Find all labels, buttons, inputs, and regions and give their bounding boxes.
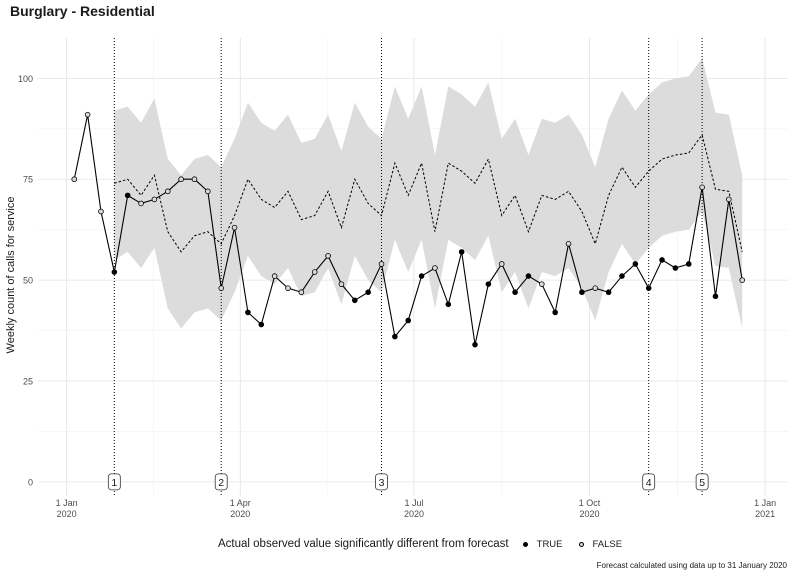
- actual-point: [351, 297, 358, 304]
- x-tick-label: 1 Jan: [754, 498, 776, 508]
- actual-point: [378, 261, 385, 267]
- legend-item-false: FALSE: [575, 537, 623, 551]
- event-label-box: [695, 473, 709, 491]
- legend-marker-true: [523, 541, 529, 547]
- actual-point: [712, 293, 719, 300]
- actual-point: [645, 285, 652, 291]
- x-tick-year-label: 2020: [230, 509, 250, 519]
- legend-item-true: TRUE: [519, 537, 563, 551]
- actual-point: [445, 301, 452, 308]
- actual-points: [71, 111, 745, 348]
- actual-point: [592, 285, 599, 291]
- actual-point: [659, 257, 665, 263]
- actual-point: [726, 196, 732, 203]
- actual-point: [84, 111, 91, 118]
- actual-point: [71, 176, 78, 183]
- actual-point: [485, 281, 492, 287]
- grid-lines: [38, 38, 788, 496]
- actual-point: [739, 277, 745, 283]
- actual-point: [619, 273, 625, 279]
- x-tick-year-label: 2020: [57, 509, 77, 519]
- event-label-box: [107, 473, 121, 491]
- x-tick-year-label: 2021: [755, 509, 775, 519]
- actual-point: [325, 253, 331, 259]
- y-tick-label: 100: [18, 74, 33, 84]
- x-tick-label: 1 Jul: [404, 498, 423, 508]
- actual-point: [672, 265, 679, 271]
- caption: Forecast calculated using data up to 31 …: [596, 561, 787, 570]
- actual-point: [512, 289, 518, 296]
- actual-point: [685, 261, 692, 267]
- chart-title: Burglary - Residential: [10, 3, 155, 19]
- actual-point: [231, 224, 238, 231]
- legend: Actual observed value significantly diff…: [218, 536, 634, 552]
- actual-point: [191, 176, 198, 183]
- y-tick-label: 50: [23, 276, 33, 286]
- x-tick-label: 1 Oct: [579, 498, 601, 508]
- actual-point: [432, 265, 438, 271]
- actual-point: [178, 176, 184, 183]
- y-tick-labels: 0 25 50 75 100: [18, 74, 33, 488]
- actual-point: [271, 273, 278, 279]
- actual-point: [245, 309, 251, 316]
- legend-key-false: [575, 537, 589, 551]
- x-tick-label: 1 Jan: [56, 498, 78, 508]
- actual-point: [98, 208, 104, 215]
- forecast-line: [114, 133, 743, 253]
- actual-point: [285, 285, 291, 291]
- actual-point: [111, 269, 118, 275]
- event-label-box: [642, 473, 656, 491]
- actual-point: [205, 188, 211, 195]
- actual-point: [539, 281, 545, 287]
- actual-point: [124, 192, 131, 199]
- legend-key-true: [519, 537, 533, 551]
- forecast-series-line: [114, 133, 743, 253]
- actual-point: [392, 333, 398, 340]
- actual-point: [164, 188, 171, 195]
- actual-point: [525, 273, 532, 279]
- y-tick-label: 75: [23, 175, 33, 185]
- event-label: 1: [111, 477, 117, 489]
- x-tick-year-label: 2020: [404, 509, 424, 519]
- actual-point: [218, 285, 225, 291]
- legend-marker-false: [579, 541, 585, 547]
- actual-point: [258, 321, 265, 328]
- event-label-box: [375, 473, 388, 491]
- legend-title: Actual observed value significantly diff…: [218, 538, 509, 550]
- actual-point: [605, 289, 612, 296]
- y-tick-label: 25: [23, 376, 33, 386]
- y-tick-label: 0: [28, 477, 33, 487]
- actual-point: [418, 273, 425, 279]
- actual-point: [338, 281, 345, 287]
- legend-label-false: FALSE: [592, 538, 623, 550]
- actual-point: [472, 341, 478, 348]
- actual-point: [365, 289, 371, 296]
- actual-point: [565, 240, 572, 247]
- event-label: 4: [646, 477, 652, 489]
- actual-point: [632, 261, 639, 267]
- actual-point: [311, 269, 318, 275]
- forecast-interval-band: [114, 58, 743, 329]
- actual-point: [405, 317, 412, 324]
- actual-point: [552, 309, 558, 316]
- forecast-band: [114, 58, 743, 329]
- actual-point: [498, 261, 505, 267]
- actual-point: [298, 289, 305, 296]
- event-label: 3: [379, 477, 385, 489]
- x-tick-label: 1 Apr: [230, 498, 251, 508]
- actual-point: [699, 184, 705, 191]
- event-label: 2: [218, 477, 224, 489]
- actual-point: [138, 200, 144, 207]
- x-tick-year-label: 2020: [580, 509, 600, 519]
- event-label-box: [214, 473, 228, 491]
- legend-label-true: TRUE: [536, 538, 563, 550]
- actual-point: [151, 196, 158, 203]
- actual-point: [458, 249, 465, 255]
- actual-point: [579, 289, 585, 296]
- event-label: 5: [699, 477, 705, 489]
